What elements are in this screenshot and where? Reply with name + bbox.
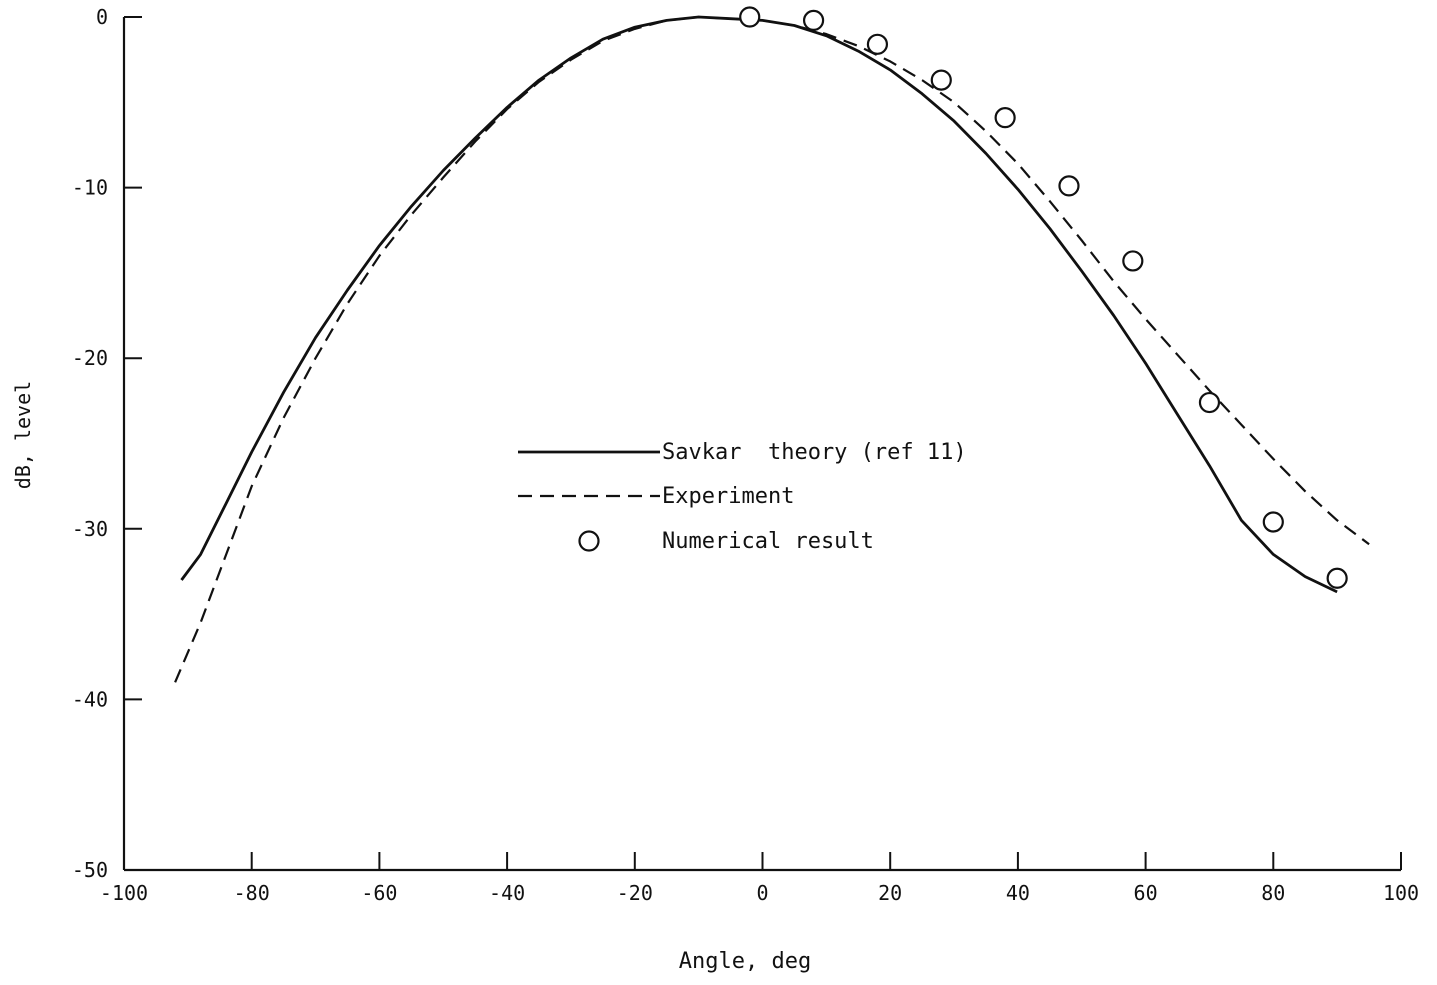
data-point-numerical-result bbox=[1058, 175, 1080, 197]
x-tick-label: 60 bbox=[1134, 881, 1158, 905]
axis-ticks: -100 -80 -60 -40 -20 0 20 40 60 80 100 0 -10 -20 -30 -4… bbox=[72, 5, 1419, 905]
legend: Savkar theory (ref 11) Experiment Numerica… bbox=[518, 440, 967, 554]
data-point-numerical-result bbox=[930, 69, 952, 91]
y-tick-label: -50 bbox=[72, 858, 108, 882]
x-tick-label: 40 bbox=[1006, 881, 1030, 905]
x-tick-label: -60 bbox=[361, 881, 397, 905]
x-axis-label: Angle, deg bbox=[679, 949, 811, 974]
data-point-numerical-result bbox=[1198, 391, 1221, 414]
y-tick-label: -10 bbox=[72, 176, 108, 200]
x-tick-label: 80 bbox=[1261, 881, 1285, 905]
y-tick-label: -20 bbox=[72, 346, 108, 370]
x-tick-label: -40 bbox=[489, 881, 525, 905]
data-point-numerical-result bbox=[739, 6, 761, 28]
series bbox=[174, 6, 1370, 683]
data-point-numerical-result bbox=[1262, 511, 1284, 533]
legend-label: Experiment bbox=[662, 484, 794, 509]
x-tick-label: 20 bbox=[878, 881, 902, 905]
legend-label: Numerical result bbox=[662, 529, 874, 554]
x-tick-label: -80 bbox=[234, 881, 270, 905]
legend-marker-numerical-result bbox=[578, 530, 600, 552]
x-tick-label: -20 bbox=[617, 881, 653, 905]
data-point-numerical-result bbox=[866, 33, 889, 55]
data-point-numerical-result bbox=[1122, 250, 1144, 272]
x-tick-label: 0 bbox=[756, 881, 768, 905]
x-tick-label: 100 bbox=[1383, 881, 1419, 905]
x-tick-label: -100 bbox=[100, 881, 148, 905]
data-point-numerical-result bbox=[802, 9, 825, 32]
data-point-numerical-result bbox=[994, 107, 1016, 129]
series-line-experiment bbox=[174, 15, 1370, 683]
y-axis-label: dB, level bbox=[11, 381, 35, 489]
y-tick-label: -30 bbox=[72, 517, 108, 541]
legend-label: Savkar theory (ref 11) bbox=[662, 440, 967, 465]
data-point-numerical-result bbox=[1326, 567, 1348, 589]
y-tick-label: 0 bbox=[96, 5, 108, 29]
y-tick-label: -40 bbox=[72, 687, 108, 711]
